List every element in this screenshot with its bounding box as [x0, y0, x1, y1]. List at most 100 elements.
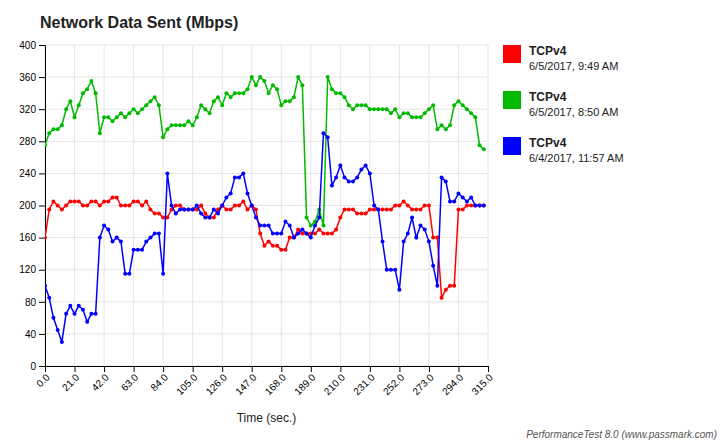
point — [254, 208, 258, 212]
point — [418, 224, 422, 228]
point — [381, 240, 385, 244]
point — [250, 204, 254, 208]
tick-mark — [458, 366, 459, 372]
point — [338, 216, 342, 220]
point — [372, 204, 376, 208]
point — [45, 284, 47, 288]
point — [89, 312, 93, 316]
line — [45, 133, 484, 342]
point — [465, 107, 469, 111]
point — [410, 208, 414, 212]
point — [161, 272, 165, 276]
point — [427, 240, 431, 244]
x-tick: 294.0 — [440, 366, 466, 397]
point — [233, 175, 237, 179]
point — [241, 171, 245, 175]
point — [153, 232, 157, 236]
point — [51, 316, 55, 320]
tick-mark — [429, 366, 430, 372]
tick-mark — [75, 366, 76, 372]
tick-label: 126.0 — [204, 371, 230, 397]
point — [385, 268, 389, 272]
point — [309, 224, 313, 228]
legend-swatch — [503, 91, 521, 109]
point — [359, 212, 363, 216]
point — [148, 236, 152, 240]
tick-label: 294.0 — [440, 371, 466, 397]
point — [140, 204, 144, 208]
chart: Network Data Sent (Mbps)0.021.042.063.08… — [0, 0, 723, 444]
point — [182, 208, 186, 212]
point — [444, 179, 448, 183]
point — [305, 232, 309, 236]
point — [376, 208, 380, 212]
point — [178, 208, 182, 212]
point — [334, 91, 338, 95]
y-tick: 240 — [19, 168, 45, 179]
point — [321, 131, 325, 135]
x-tick: 21.0 — [60, 366, 82, 393]
x-axis: 0.021.042.063.084.0105.0126.0147.0168.01… — [34, 366, 495, 397]
tick-label: 240 — [19, 168, 36, 179]
point — [165, 127, 169, 131]
point — [195, 204, 199, 208]
tick-label: 400 — [19, 40, 36, 51]
point — [73, 312, 77, 316]
point — [237, 91, 241, 95]
point — [262, 244, 266, 248]
tick-mark — [340, 366, 341, 372]
legend-label: TCPv4 — [529, 90, 567, 104]
point — [271, 244, 275, 248]
point — [203, 212, 207, 216]
point — [224, 195, 228, 199]
point — [397, 204, 401, 208]
point — [170, 123, 174, 127]
point — [64, 204, 68, 208]
grid-line — [45, 301, 488, 302]
point — [456, 208, 460, 212]
grid-line — [45, 77, 488, 78]
point — [254, 83, 258, 87]
point — [452, 103, 456, 107]
point — [45, 143, 47, 147]
legend-swatch — [503, 45, 521, 63]
point — [448, 284, 452, 288]
point — [68, 199, 72, 203]
x-tick: 189.0 — [292, 366, 318, 397]
point — [355, 212, 359, 216]
tick-mark — [39, 366, 45, 367]
point — [343, 95, 347, 99]
point — [469, 204, 473, 208]
point — [326, 75, 330, 79]
point — [157, 212, 161, 216]
point — [461, 103, 465, 107]
point — [115, 236, 119, 240]
point — [123, 115, 127, 119]
point — [246, 87, 250, 91]
tick-label: 80 — [25, 297, 37, 308]
point — [330, 87, 334, 91]
point — [161, 135, 165, 139]
point — [267, 224, 271, 228]
point — [461, 208, 465, 212]
x-axis-label: Time (sec.) — [237, 411, 297, 425]
point — [98, 236, 102, 240]
point — [330, 183, 334, 187]
point — [402, 199, 406, 203]
point — [119, 111, 123, 115]
point — [144, 103, 148, 107]
point — [326, 232, 330, 236]
series — [45, 131, 486, 344]
point — [461, 195, 465, 199]
point — [119, 240, 123, 244]
point — [279, 232, 283, 236]
point — [334, 228, 338, 232]
tick-label: 231.0 — [351, 371, 377, 397]
point — [444, 127, 448, 131]
tick-label: 105.0 — [174, 371, 200, 397]
tick-mark — [39, 141, 45, 142]
point — [406, 232, 410, 236]
point — [94, 312, 98, 316]
series — [45, 195, 486, 299]
point — [267, 240, 271, 244]
